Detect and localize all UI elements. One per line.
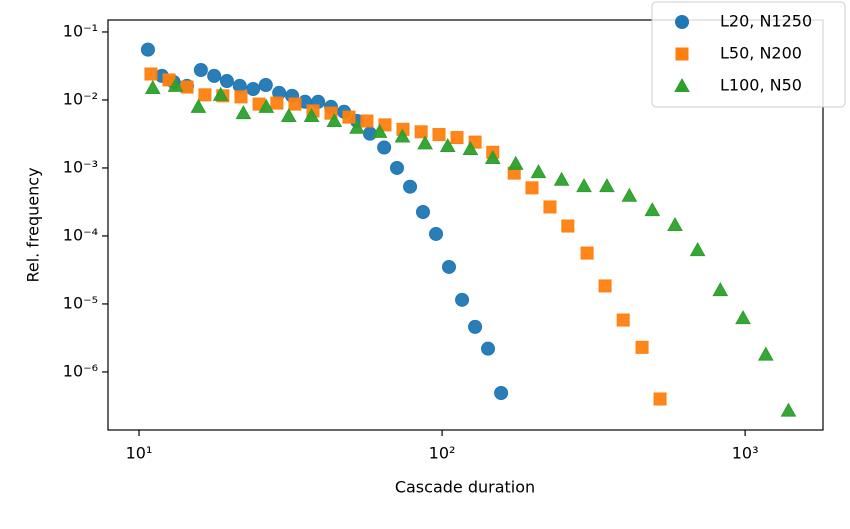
data-point — [377, 140, 392, 155]
data-point — [394, 128, 411, 143]
data-point — [360, 114, 374, 128]
data-point — [450, 131, 464, 145]
x-tick-label: 10¹ — [126, 444, 153, 463]
data-point — [735, 310, 751, 325]
data-point — [484, 150, 501, 165]
data-point — [234, 90, 248, 104]
data-point — [455, 292, 470, 307]
data-point — [378, 118, 392, 132]
data-point — [780, 402, 797, 417]
data-point — [653, 392, 667, 406]
data-point — [190, 98, 207, 113]
data-point — [389, 160, 404, 175]
legend-marker — [675, 47, 689, 61]
data-point — [689, 242, 706, 257]
data-point — [270, 96, 284, 110]
data-point — [235, 105, 252, 120]
data-point — [288, 97, 302, 111]
x-tick-label: 10² — [429, 444, 456, 463]
data-point — [371, 123, 388, 138]
y-tick-label: 10⁻³ — [63, 157, 98, 176]
data-point — [530, 164, 547, 179]
data-point — [303, 108, 320, 123]
data-point — [258, 78, 273, 93]
data-point — [415, 205, 430, 220]
data-point — [144, 79, 161, 94]
data-point — [494, 386, 509, 401]
legend-marker — [675, 15, 689, 29]
y-tick-label: 10⁻⁵ — [63, 293, 98, 312]
data-point — [525, 181, 539, 195]
data-point — [167, 77, 184, 92]
data-point — [417, 135, 433, 150]
data-point — [462, 140, 479, 156]
data-point — [280, 108, 297, 123]
legend-marker — [674, 77, 690, 92]
data-point — [543, 200, 557, 214]
data-point — [580, 246, 594, 260]
legend-box — [651, 1, 846, 108]
data-point — [207, 68, 222, 83]
data-point — [599, 178, 615, 193]
y-tick-label: 10⁻⁴ — [63, 225, 98, 244]
data-point — [193, 62, 208, 77]
data-point — [326, 113, 343, 128]
data-point — [198, 88, 212, 102]
data-point — [507, 155, 524, 170]
data-point — [667, 216, 683, 231]
data-point — [621, 187, 638, 202]
data-point — [140, 42, 155, 57]
data-point — [432, 128, 446, 142]
y-tick-label: 10⁻⁶ — [63, 361, 98, 380]
data-point — [598, 279, 612, 293]
data-point — [441, 259, 456, 274]
data-point — [144, 67, 158, 81]
data-point — [429, 226, 444, 241]
data-point — [342, 110, 356, 124]
x-axis-label: Cascade duration — [395, 478, 535, 497]
y-axis-label: Rel. frequency — [24, 167, 43, 282]
legend-label: L50, N200 — [720, 44, 802, 63]
legend-label: L20, N1250 — [720, 12, 812, 31]
data-point — [439, 138, 456, 153]
data-point — [258, 98, 275, 113]
data-point — [246, 81, 261, 96]
x-tick-label: 10³ — [732, 444, 759, 463]
data-point — [561, 219, 575, 233]
y-tick-label: 10⁻² — [63, 89, 98, 108]
data-point — [644, 202, 661, 217]
data-point — [576, 178, 592, 193]
data-point — [414, 125, 428, 139]
data-point — [616, 313, 630, 327]
data-point — [403, 179, 418, 194]
data-point — [553, 171, 570, 186]
data-point — [219, 74, 234, 89]
data-point — [349, 119, 365, 134]
plot-area — [107, 19, 824, 431]
y-tick-label: 10⁻¹ — [63, 21, 98, 40]
data-point — [635, 340, 649, 354]
data-point — [712, 282, 729, 297]
data-point — [212, 86, 229, 101]
data-point — [481, 341, 496, 356]
data-point — [468, 319, 483, 334]
data-point — [757, 346, 774, 361]
data-point — [180, 80, 194, 94]
legend-label: L100, N50 — [720, 76, 802, 95]
